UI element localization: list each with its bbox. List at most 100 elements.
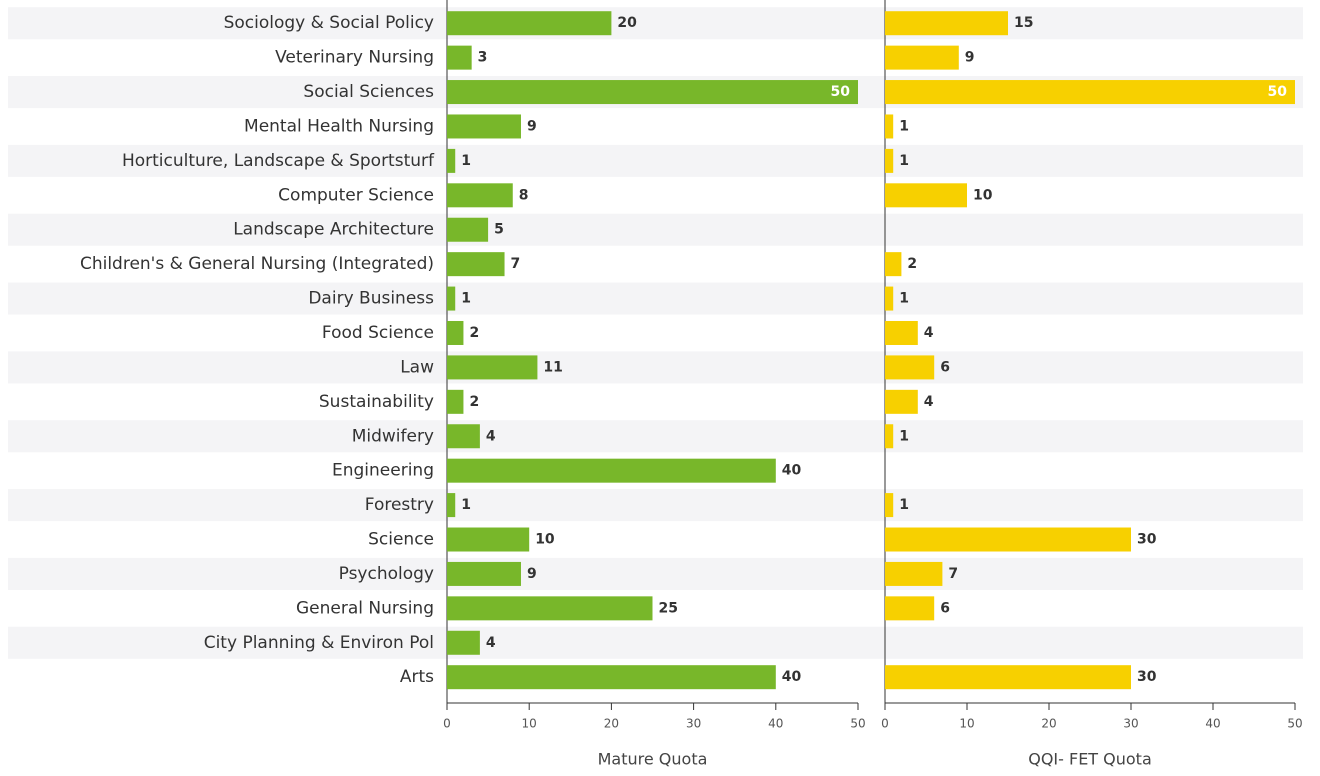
- value-label: 1: [899, 291, 909, 307]
- x-tick-label: 20: [604, 717, 619, 731]
- x-tick-label: 40: [768, 717, 783, 731]
- value-label: 6: [940, 359, 950, 375]
- value-label: 11: [543, 359, 562, 375]
- bar: [885, 45, 959, 70]
- bar: [885, 389, 918, 414]
- bar: [447, 217, 489, 242]
- bar: [447, 458, 776, 483]
- value-label: 25: [659, 600, 678, 616]
- bar: [447, 320, 464, 345]
- bar: [885, 596, 935, 621]
- value-label: 9: [965, 50, 975, 66]
- x-tick-label: 40: [1205, 717, 1220, 731]
- bar: [447, 148, 456, 173]
- x-axis-label: QQI- FET Quota: [1028, 750, 1152, 769]
- category-label: Arts: [400, 667, 434, 687]
- category-label: Engineering: [332, 461, 434, 481]
- value-label: 2: [907, 256, 917, 272]
- value-label: 15: [1014, 15, 1033, 31]
- row-stripe: [8, 282, 1303, 315]
- bar: [885, 424, 894, 449]
- bar: [447, 286, 456, 311]
- bar: [447, 389, 464, 414]
- bar: [447, 355, 538, 380]
- row-stripe: [8, 420, 1303, 453]
- category-label: Social Sciences: [303, 82, 434, 102]
- value-label: 5: [494, 222, 504, 238]
- value-label: 1: [461, 291, 471, 307]
- bar: [885, 80, 1295, 105]
- category-label: Forestry: [365, 495, 434, 515]
- bar: [885, 11, 1008, 36]
- category-label: Food Science: [322, 323, 434, 343]
- value-label: 3: [478, 50, 488, 66]
- bar: [885, 114, 894, 139]
- row-stripe: [8, 144, 1303, 177]
- bar: [447, 527, 530, 552]
- bar: [447, 114, 521, 139]
- value-label: 8: [519, 187, 529, 203]
- bar: [885, 355, 935, 380]
- bar: [447, 596, 653, 621]
- category-label: Science: [368, 530, 434, 550]
- bar: [447, 561, 521, 586]
- value-label: 50: [831, 84, 851, 100]
- value-label: 1: [899, 118, 909, 134]
- value-label: 40: [782, 463, 802, 479]
- value-label: 1: [899, 153, 909, 169]
- bar: [885, 252, 902, 277]
- category-label: Psychology: [339, 564, 434, 584]
- category-label: City Planning & Environ Pol: [204, 633, 434, 653]
- value-label: 10: [973, 187, 993, 203]
- x-tick-label: 10: [522, 717, 537, 731]
- value-label: 1: [899, 497, 909, 513]
- x-tick-label: 0: [443, 717, 451, 731]
- value-label: 9: [527, 118, 537, 134]
- bar: [447, 424, 480, 449]
- category-label: Sociology & Social Policy: [224, 13, 434, 33]
- row-stripe: [8, 626, 1303, 659]
- row-stripe: [8, 489, 1303, 522]
- bar: [885, 148, 894, 173]
- value-label: 4: [486, 428, 496, 444]
- x-tick-label: 30: [686, 717, 701, 731]
- value-label: 1: [461, 497, 471, 513]
- category-label: Midwifery: [352, 426, 434, 446]
- bar: [885, 561, 943, 586]
- category-label: Mental Health Nursing: [244, 116, 434, 136]
- value-label: 2: [469, 325, 479, 341]
- category-label: General Nursing: [296, 598, 434, 618]
- value-label: 20: [617, 15, 637, 31]
- value-label: 4: [924, 325, 934, 341]
- value-label: 7: [948, 566, 958, 582]
- bar: [447, 630, 480, 655]
- value-label: 30: [1137, 532, 1157, 548]
- bar: [885, 183, 967, 208]
- value-label: 50: [1268, 84, 1288, 100]
- value-label: 9: [527, 566, 537, 582]
- row-stripe: [8, 351, 1303, 384]
- category-label: Computer Science: [278, 185, 434, 205]
- value-label: 6: [940, 600, 950, 616]
- x-tick-label: 20: [1041, 717, 1056, 731]
- row-stripe: [8, 213, 1303, 246]
- x-tick-label: 50: [1287, 717, 1302, 731]
- bar: [447, 11, 612, 36]
- category-label: Sustainability: [319, 392, 434, 412]
- bar: [885, 286, 894, 311]
- bar: [447, 183, 513, 208]
- row-stripe: [8, 557, 1303, 590]
- x-axis-label: Mature Quota: [598, 750, 708, 769]
- category-label: Horticulture, Landscape & Sportsturf: [122, 151, 435, 171]
- bar: [447, 252, 505, 277]
- x-tick-label: 10: [959, 717, 974, 731]
- x-tick-label: 30: [1123, 717, 1138, 731]
- value-label: 30: [1137, 669, 1157, 685]
- category-label: Law: [400, 357, 434, 377]
- row-stripe: [8, 7, 1303, 40]
- bar: [447, 80, 858, 105]
- bar: [447, 665, 776, 690]
- value-label: 10: [535, 532, 555, 548]
- category-label: Landscape Architecture: [233, 220, 434, 240]
